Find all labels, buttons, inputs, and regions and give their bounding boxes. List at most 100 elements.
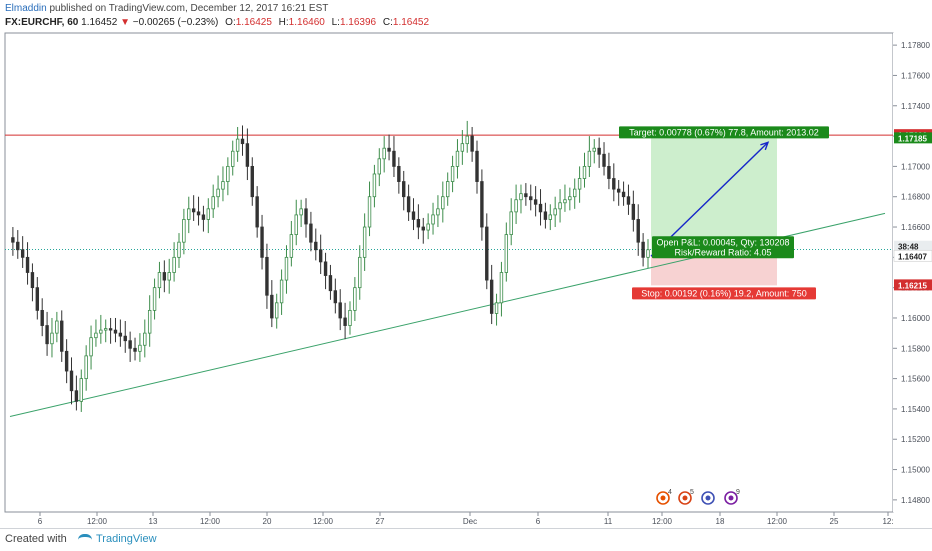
author-link[interactable]: Elmaddin: [5, 3, 47, 14]
candle-body: [294, 214, 298, 236]
event-icon-dot: [728, 495, 734, 501]
candle-body: [226, 165, 230, 182]
candle-body: [240, 138, 245, 145]
candle-body: [167, 272, 171, 281]
candle-body: [113, 329, 118, 334]
x-tick-label: 6: [536, 517, 541, 526]
candle-body: [514, 199, 518, 213]
candle-body: [524, 193, 528, 198]
candle-body: [592, 147, 596, 152]
candle-body: [172, 256, 176, 273]
candle-body: [328, 275, 333, 292]
y-tick-label: 1.16800: [901, 193, 930, 202]
candle-body: [465, 135, 469, 145]
candle-body: [152, 287, 157, 311]
open-value: 1.16425: [235, 17, 272, 28]
candle-body: [333, 290, 338, 304]
candle-body: [509, 211, 513, 236]
candle-body: [543, 211, 548, 220]
low-label: L:: [331, 17, 340, 28]
candle-body: [626, 196, 631, 205]
candle-body: [40, 309, 44, 326]
y-tick-label: 1.14800: [901, 496, 930, 505]
low-value: 1.16396: [339, 17, 377, 28]
candle-body: [191, 208, 196, 213]
candle-body: [235, 138, 240, 152]
y-tick-label: 1.15200: [901, 435, 930, 444]
candle-body: [470, 135, 474, 152]
target-label-box: [619, 126, 829, 139]
x-tick-label: 13: [149, 517, 158, 526]
candle-body: [64, 350, 69, 372]
candle-body: [108, 328, 113, 331]
price-axis-label-bg: [894, 132, 932, 144]
footer: Created with TradingView: [0, 528, 932, 551]
candle-body: [250, 165, 254, 198]
candle-body: [245, 143, 250, 167]
candle-body: [60, 320, 64, 352]
pnl-label-text: Risk/Reward Ratio: 4.05: [674, 247, 771, 257]
candle-body: [201, 214, 206, 220]
x-tick-label: 12:00: [767, 517, 788, 526]
candle-body: [55, 320, 59, 334]
candle-body: [138, 344, 142, 352]
candle-body: [221, 181, 225, 190]
created-with-text: Created with: [5, 533, 67, 545]
high-value: 1.16460: [288, 17, 325, 28]
last-price: 1.16452: [81, 17, 118, 28]
publish-info: Elmaddin published on TradingView.com, D…: [5, 3, 328, 14]
y-tick-label: 1.16000: [901, 314, 930, 323]
candle-body: [460, 143, 465, 152]
open-label: O:: [225, 17, 236, 28]
candle-body: [392, 150, 396, 167]
candle-body: [69, 370, 74, 392]
candle-body: [367, 196, 372, 228]
x-tick-label: 12:00: [652, 517, 673, 526]
price-axis-label-bg: [894, 279, 932, 291]
symbol-name[interactable]: FX:EURCHF, 60: [5, 17, 79, 28]
event-icon-dot: [705, 495, 711, 501]
candle-body: [289, 234, 294, 258]
candle-body: [318, 249, 323, 263]
candle-body: [11, 237, 15, 243]
candle-body: [548, 214, 552, 220]
candle-body: [211, 196, 215, 210]
pnl-label-box: [652, 236, 794, 259]
candle-body: [35, 287, 40, 311]
close-value: 1.16452: [392, 17, 430, 28]
candle-body: [563, 199, 567, 204]
loss-zone: [651, 256, 777, 286]
x-tick-label: 12:: [882, 517, 893, 526]
price-axis-label: 1.16407: [898, 252, 927, 261]
candle-body: [79, 378, 83, 402]
tradingview-brand[interactable]: TradingView: [78, 533, 157, 545]
candle-body: [275, 302, 279, 319]
candle-body: [494, 302, 499, 314]
target-label-text: Target: 0.00778 (0.67%) 77.8, Amount: 20…: [629, 127, 819, 137]
candle-body: [177, 241, 181, 258]
tradingview-logo-icon: [78, 533, 92, 545]
candle-body: [402, 181, 406, 198]
candle-body: [99, 329, 103, 334]
candle-body: [631, 203, 636, 220]
candle-body: [348, 309, 352, 326]
chart-header: Elmaddin published on TradingView.com, D…: [0, 0, 932, 30]
candle-body: [445, 181, 450, 198]
candle-body: [573, 188, 577, 198]
x-tick-label: 11: [604, 517, 613, 526]
y-tick-label: 1.15000: [901, 466, 930, 475]
candle-body: [260, 226, 264, 258]
price-axis-label: 38:48: [898, 243, 919, 252]
candle-body: [284, 256, 289, 281]
candle-body: [50, 332, 54, 345]
y-tick-label: 1.17800: [901, 41, 930, 50]
candle-body: [123, 335, 127, 342]
chart-area[interactable]: 1.178001.176001.174001.172001.170001.168…: [0, 30, 932, 528]
candle-body: [182, 219, 186, 243]
y-tick-label: 1.15400: [901, 405, 930, 414]
candle-body: [558, 202, 562, 210]
candle-body: [323, 261, 328, 276]
candle-body: [529, 196, 533, 201]
chart-svg[interactable]: 1.178001.176001.174001.172001.170001.168…: [0, 30, 932, 528]
candle-body: [255, 196, 259, 228]
